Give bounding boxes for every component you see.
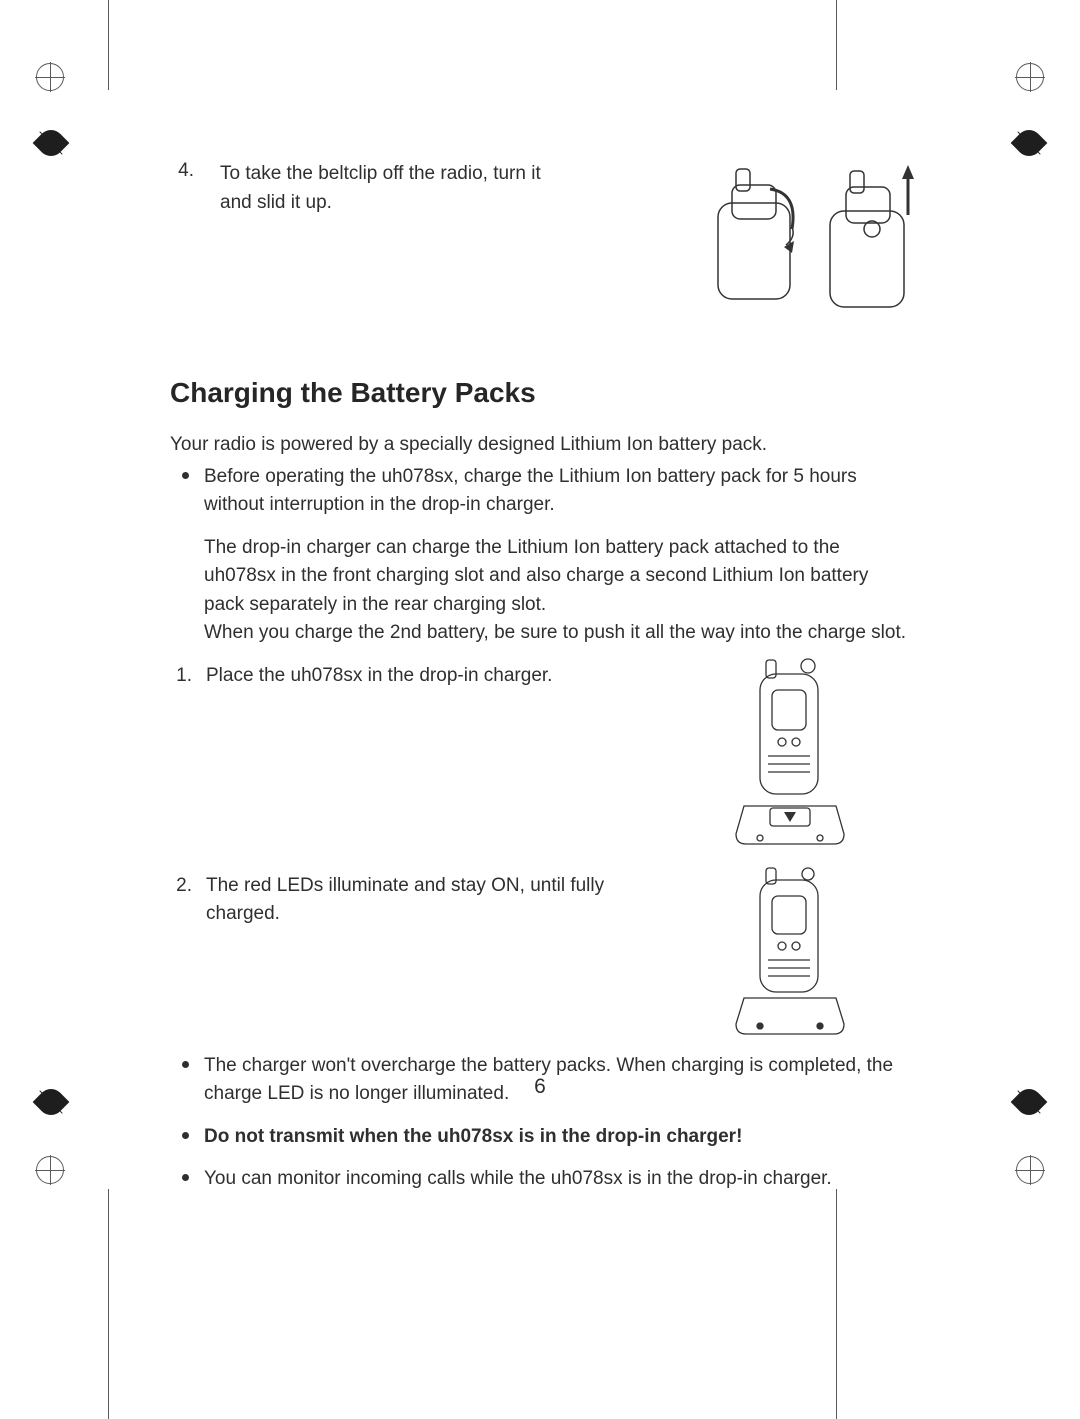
page-number: 6: [534, 1075, 546, 1099]
bullet-text: You can monitor incoming calls while the…: [204, 1168, 832, 1189]
bullet-text: The charger won't overcharge the battery…: [204, 1055, 893, 1105]
step-text: To take the beltclip off the radio, turn…: [220, 160, 560, 217]
post-notes-list: The charger won't overcharge the battery…: [170, 1052, 910, 1194]
step-number: 2.: [170, 872, 192, 1042]
intro-text: Your radio is powered by a specially des…: [170, 431, 910, 459]
step-4: 4. To take the beltclip off the radio, t…: [170, 160, 910, 217]
step-item: 2. The red LEDs illuminate and stay ON, …: [170, 872, 910, 1042]
list-item: Before operating the uh078sx, charge the…: [200, 463, 910, 648]
trim-line: [108, 1189, 109, 1419]
trim-line: [836, 0, 837, 90]
content-area: 4. To take the beltclip off the radio, t…: [170, 160, 910, 1208]
step-text: The red LEDs illuminate and stay ON, unt…: [206, 872, 666, 1042]
color-bar-mark-icon: [1011, 125, 1048, 162]
bullet-text: Before operating the uh078sx, charge the…: [204, 466, 857, 516]
registration-mark-icon: [1015, 62, 1045, 92]
step-text: Place the uh078sx in the drop-in charger…: [206, 662, 552, 862]
beltclip-illustration-icon: [700, 155, 930, 320]
registration-mark-icon: [35, 62, 65, 92]
bullet-paragraph: The drop-in charger can charge the Lithi…: [204, 534, 910, 620]
color-bar-mark-icon: [33, 125, 70, 162]
section-heading: Charging the Battery Packs: [170, 377, 910, 409]
charger-illustration-icon: [730, 866, 850, 1051]
charger-illustration-icon: [730, 656, 850, 861]
color-bar-mark-icon: [33, 1084, 70, 1121]
step-item: 1. Place the uh078sx in the drop-in char…: [170, 662, 910, 862]
bullet-text: Do not transmit when the uh078sx is in t…: [204, 1126, 742, 1147]
bullet-paragraph: When you charge the 2nd battery, be sure…: [204, 619, 910, 648]
registration-mark-icon: [35, 1155, 65, 1185]
pre-notes-list: Before operating the uh078sx, charge the…: [170, 463, 910, 648]
step-number: 4.: [170, 160, 200, 217]
color-bar-mark-icon: [1011, 1084, 1048, 1121]
list-item: The charger won't overcharge the battery…: [200, 1052, 910, 1109]
trim-line: [836, 1189, 837, 1419]
list-item: Do not transmit when the uh078sx is in t…: [200, 1123, 910, 1152]
step-number: 1.: [170, 662, 192, 862]
list-item: You can monitor incoming calls while the…: [200, 1165, 910, 1194]
trim-line: [108, 0, 109, 90]
steps-list: 1. Place the uh078sx in the drop-in char…: [170, 662, 910, 1042]
registration-mark-icon: [1015, 1155, 1045, 1185]
manual-page: 4. To take the beltclip off the radio, t…: [0, 0, 1080, 1419]
post-notes: The charger won't overcharge the battery…: [170, 1052, 910, 1194]
